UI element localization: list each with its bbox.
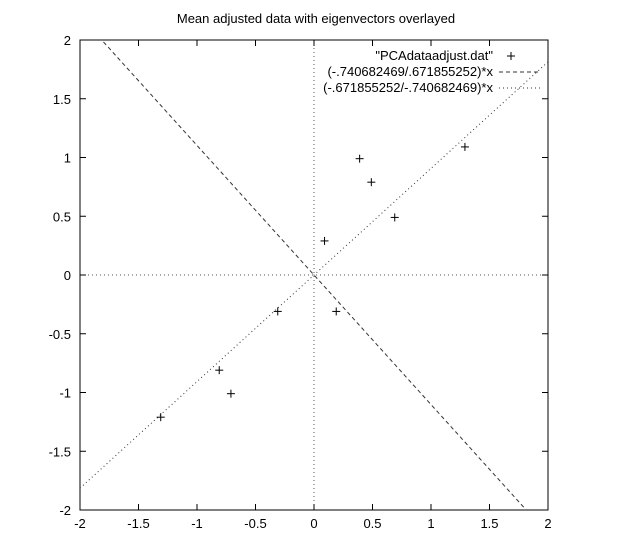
x-tick-label: 1 bbox=[427, 516, 434, 531]
x-tick-label: -1.5 bbox=[127, 516, 149, 531]
series-line bbox=[101, 40, 527, 510]
series-line bbox=[80, 61, 548, 489]
data-point bbox=[215, 366, 224, 375]
x-tick-label: 0.5 bbox=[363, 516, 381, 531]
legend-label: (-.740682469/.671855252)*x bbox=[327, 64, 493, 79]
y-tick-label: 2 bbox=[64, 33, 71, 48]
y-tick-label: -2 bbox=[59, 503, 71, 518]
x-tick-label: 1.5 bbox=[480, 516, 498, 531]
data-point bbox=[390, 213, 399, 222]
legend-label: "PCAdataadjust.dat" bbox=[375, 48, 493, 63]
data-point bbox=[273, 307, 282, 316]
x-tick-label: -2 bbox=[74, 516, 86, 531]
data-points bbox=[156, 142, 469, 422]
legend: "PCAdataadjust.dat"(-.740682469/.6718552… bbox=[323, 48, 540, 95]
y-tick-label: -0.5 bbox=[49, 327, 71, 342]
data-point bbox=[320, 236, 329, 245]
y-tick-label: 0.5 bbox=[53, 209, 71, 224]
data-point bbox=[355, 154, 364, 163]
data-point bbox=[460, 142, 469, 151]
x-tick-label: -0.5 bbox=[244, 516, 266, 531]
legend-label: (-.671855252/-.740682469)*x bbox=[323, 80, 493, 95]
chart-title: Mean adjusted data with eigenvectors ove… bbox=[177, 11, 455, 26]
x-tick-label: 2 bbox=[544, 516, 551, 531]
x-tick-label: -1 bbox=[191, 516, 203, 531]
eigenvector-lines bbox=[80, 40, 548, 510]
y-tick-label: 1 bbox=[64, 151, 71, 166]
data-point bbox=[367, 178, 376, 187]
y-tick-label: -1.5 bbox=[49, 444, 71, 459]
y-tick-label: 0 bbox=[64, 268, 71, 283]
x-tick-label: 0 bbox=[310, 516, 317, 531]
axis-ticks: -2 -1.5 -1 -0.5 0 0.5 1 1.5 2 -2 -1.5 -1 -0.5 0 0.5 1 1.… bbox=[49, 33, 552, 531]
y-tick-label: 1.5 bbox=[53, 92, 71, 107]
legend-marker bbox=[507, 52, 515, 60]
data-point bbox=[332, 307, 341, 316]
y-tick-label: -1 bbox=[59, 386, 71, 401]
data-point bbox=[156, 413, 165, 422]
data-point bbox=[226, 389, 235, 398]
